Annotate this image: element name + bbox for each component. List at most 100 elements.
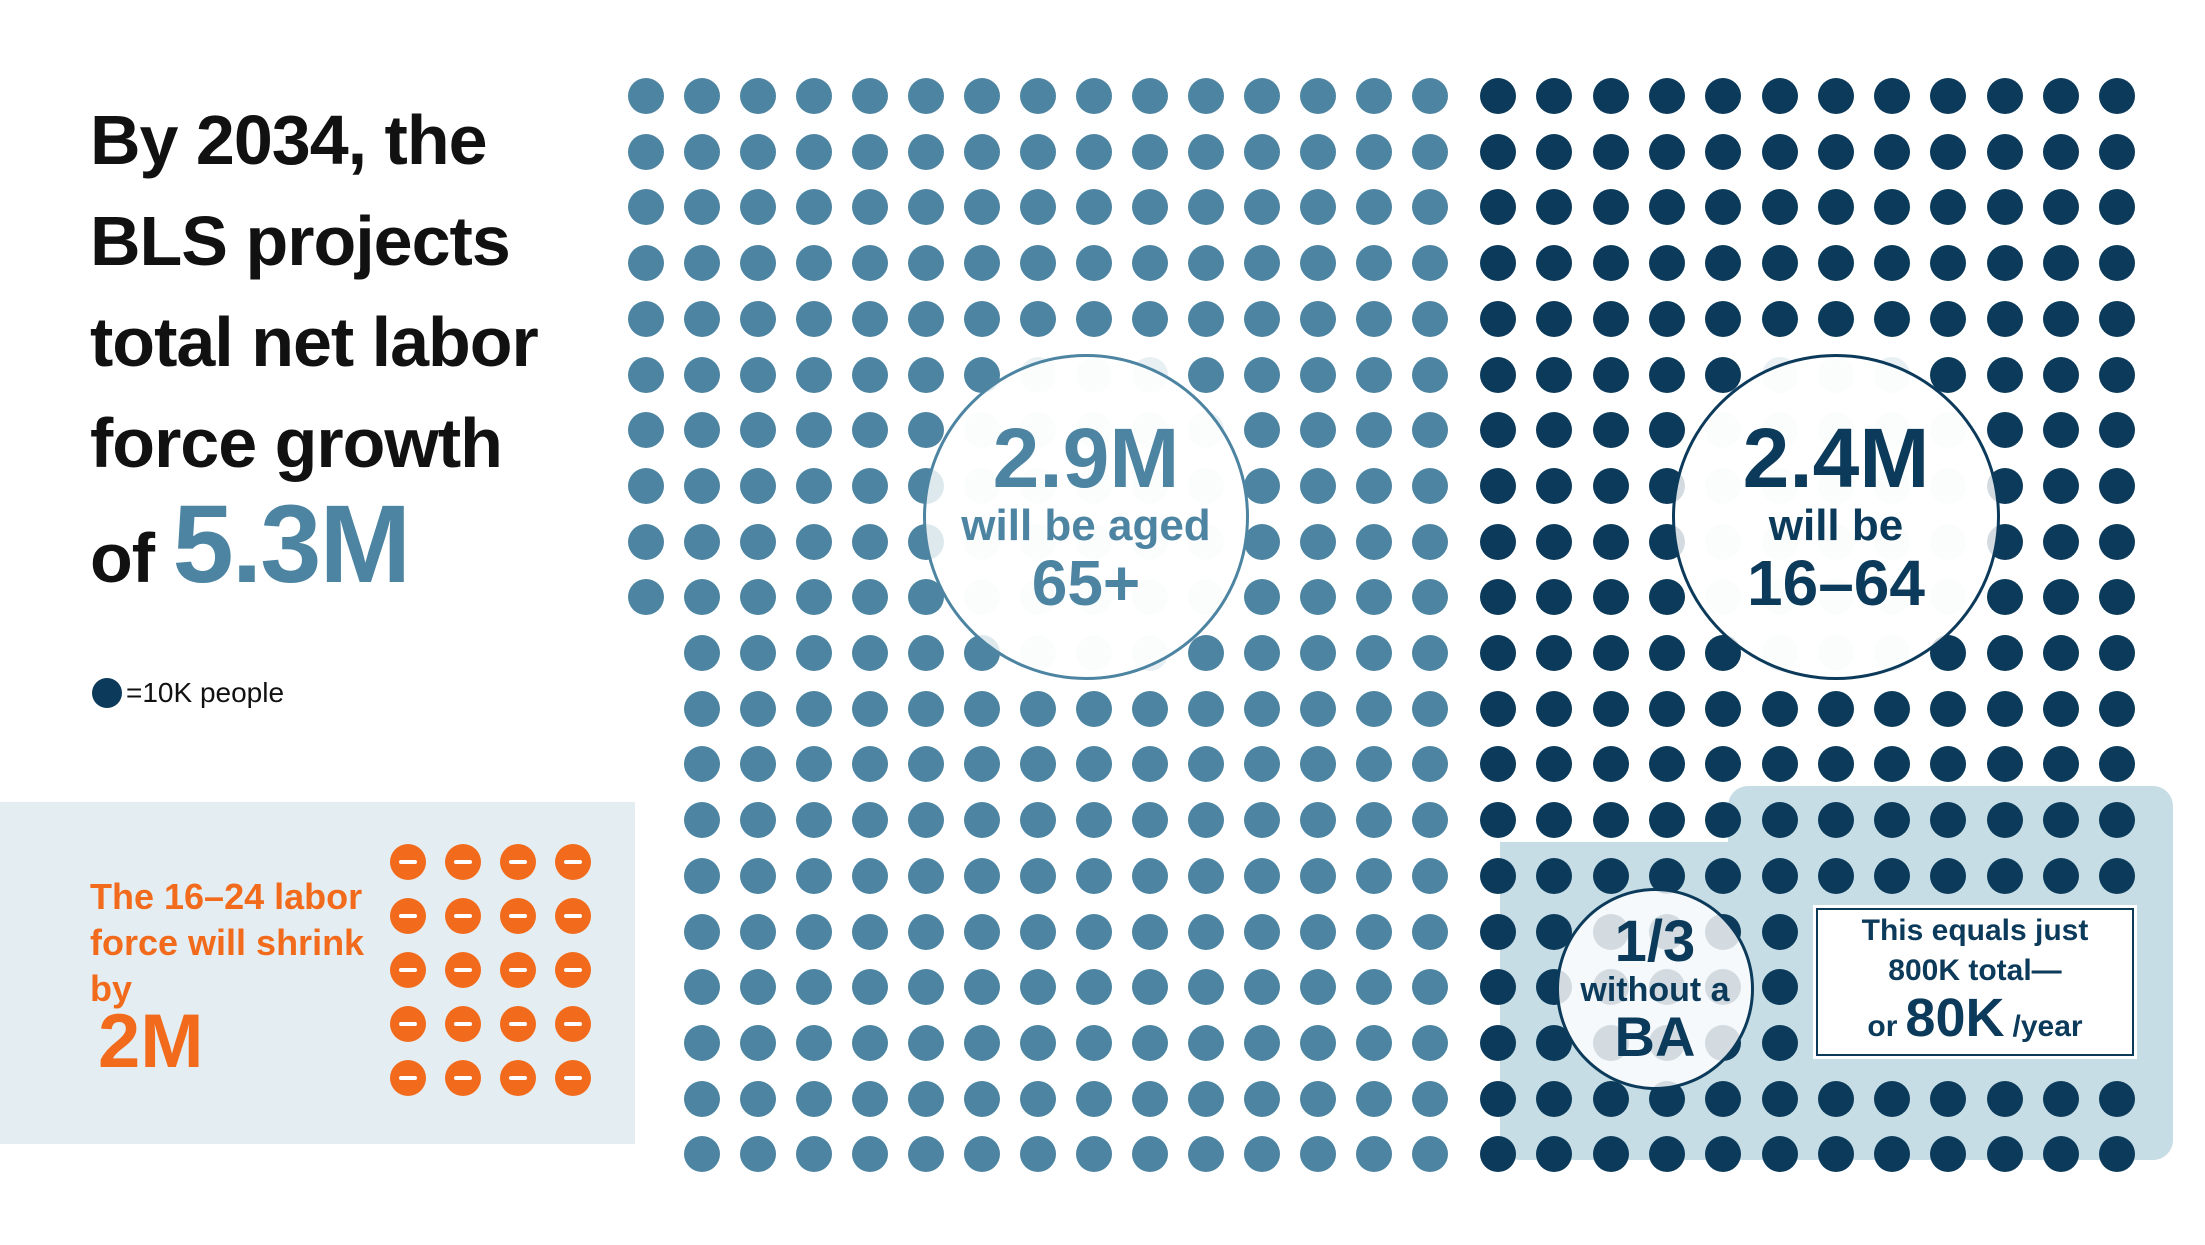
dot-older — [684, 523, 720, 560]
dot-older — [1412, 245, 1448, 282]
dot-older — [1244, 857, 1280, 894]
dot-prime — [2043, 300, 2079, 337]
dot-prime — [1480, 412, 1516, 449]
dot-older — [1020, 78, 1056, 114]
minus-dot-icon — [500, 1006, 536, 1042]
dot-prime — [1817, 857, 1854, 894]
dot-older — [1188, 635, 1224, 671]
dot-older — [1076, 746, 1112, 783]
dot-older — [1076, 245, 1112, 282]
dot-older — [852, 802, 888, 839]
dot-prime — [1536, 1080, 1573, 1117]
dot-older — [1412, 969, 1448, 1006]
dot-prime — [1817, 746, 1854, 783]
dot-older — [796, 579, 832, 616]
dot-older — [796, 690, 832, 727]
dot-prime — [1986, 635, 2023, 671]
dot-older — [684, 133, 720, 170]
dot-older — [1244, 245, 1280, 282]
headline-total: 5.3M — [172, 483, 412, 606]
dot-older — [1188, 802, 1224, 839]
dot-prime — [2043, 802, 2079, 839]
dot-older — [1412, 579, 1448, 616]
dot-prime — [1705, 1080, 1742, 1117]
dot-prime — [2099, 78, 2136, 114]
dot-older — [1132, 78, 1168, 114]
minus-dot-icon — [390, 1060, 426, 1096]
dot-older — [1300, 300, 1336, 337]
dot-older — [1356, 412, 1392, 449]
dot-older — [1300, 1024, 1336, 1061]
dot-older — [1188, 969, 1224, 1006]
dot-prime — [2043, 467, 2079, 504]
dot-older — [628, 523, 664, 560]
dot-older — [1188, 245, 1224, 282]
callout-no-ba-label: without a — [1580, 971, 1730, 1009]
dot-prime — [2099, 635, 2136, 671]
dot-prime — [1536, 412, 1573, 449]
dot-older — [964, 245, 1000, 282]
dot-older — [852, 356, 888, 393]
dot-prime — [2099, 690, 2136, 727]
dot-older — [908, 245, 944, 282]
dot-prime — [1986, 746, 2023, 783]
dot-prime — [1536, 857, 1573, 894]
shrink-panel: The 16–24 labor force will shrink by 2M — [0, 802, 635, 1144]
dot-older — [1244, 1024, 1280, 1061]
dot-older — [740, 969, 776, 1006]
dot-older — [1244, 802, 1280, 839]
callout-older-value: 2.9M — [992, 411, 1180, 505]
dot-prime — [2099, 133, 2136, 170]
dot-prime — [1986, 690, 2023, 727]
dot-older — [628, 467, 664, 504]
dot-older — [1300, 245, 1336, 282]
dot-older — [1356, 467, 1392, 504]
dot-prime — [1761, 245, 1798, 282]
dot-older — [908, 802, 944, 839]
dot-prime — [1480, 356, 1516, 393]
dot-older — [1244, 467, 1280, 504]
dot-prime — [1930, 300, 1967, 337]
dot-older — [628, 189, 664, 226]
dot-prime — [1874, 857, 1911, 894]
dot-prime — [2099, 245, 2136, 282]
dot-prime — [1761, 802, 1798, 839]
minus-dot-icon — [555, 1060, 591, 1096]
dot-prime — [1817, 189, 1854, 226]
dot-prime — [2043, 245, 2079, 282]
dot-older — [740, 78, 776, 114]
dot-prime — [1817, 133, 1854, 170]
dot-older — [1300, 802, 1336, 839]
dot-prime — [1705, 1136, 1742, 1173]
dot-older — [796, 913, 832, 950]
dot-older — [1188, 1080, 1224, 1117]
dot-prime — [1536, 523, 1573, 560]
dot-older — [740, 690, 776, 727]
dot-older — [628, 78, 664, 114]
headline: By 2034, the BLS projects total net labo… — [90, 90, 650, 609]
dot-older — [796, 412, 832, 449]
minus-dot-icon — [555, 898, 591, 934]
dot-older — [1356, 1024, 1392, 1061]
dot-older — [1244, 635, 1280, 671]
dot-prime — [1930, 690, 1967, 727]
dot-prime — [1930, 746, 1967, 783]
dot-older — [1356, 300, 1392, 337]
dot-older — [852, 635, 888, 671]
dot-older — [796, 467, 832, 504]
dot-older — [628, 412, 664, 449]
dot-older — [684, 913, 720, 950]
dot-prime — [2099, 746, 2136, 783]
dot-older — [1076, 913, 1112, 950]
callout-older-label: will be aged — [961, 501, 1211, 550]
dot-older — [1020, 857, 1056, 894]
headline-line-1: By 2034, the — [90, 101, 488, 179]
dot-older — [1020, 1136, 1056, 1173]
dot-older — [1020, 913, 1056, 950]
minus-dot-icon — [500, 952, 536, 988]
dot-older — [1132, 189, 1168, 226]
dot-older — [1132, 746, 1168, 783]
dot-prime — [1592, 78, 1629, 114]
dot-older — [852, 189, 888, 226]
dot-prime — [1761, 746, 1798, 783]
